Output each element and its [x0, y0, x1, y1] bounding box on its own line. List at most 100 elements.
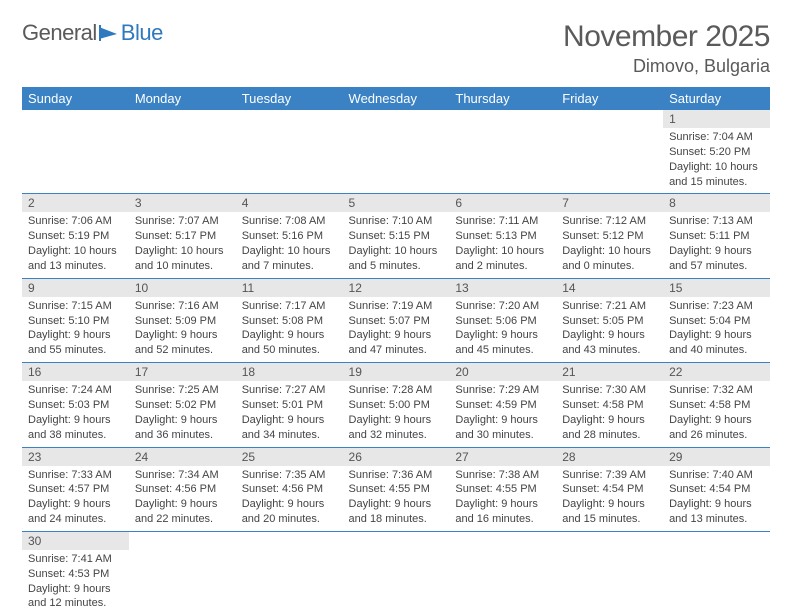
- page-title: November 2025: [563, 20, 770, 54]
- day-info: Sunrise: 7:19 AMSunset: 5:07 PMDaylight:…: [343, 297, 450, 362]
- day-info: Sunrise: 7:06 AMSunset: 5:19 PMDaylight:…: [22, 212, 129, 277]
- info-line: Daylight: 9 hours: [28, 328, 123, 343]
- info-line: Sunset: 5:20 PM: [669, 145, 764, 160]
- calendar-week: 16Sunrise: 7:24 AMSunset: 5:03 PMDayligh…: [22, 363, 770, 447]
- info-line: Daylight: 9 hours: [562, 413, 657, 428]
- day-info: Sunrise: 7:12 AMSunset: 5:12 PMDaylight:…: [556, 212, 663, 277]
- day-number: 21: [556, 363, 663, 381]
- calendar-cell: 16Sunrise: 7:24 AMSunset: 5:03 PMDayligh…: [22, 363, 129, 447]
- calendar-week: 2Sunrise: 7:06 AMSunset: 5:19 PMDaylight…: [22, 194, 770, 278]
- info-line: and 10 minutes.: [135, 259, 230, 274]
- info-line: Sunset: 5:08 PM: [242, 314, 337, 329]
- info-line: and 32 minutes.: [349, 428, 444, 443]
- day-header: Thursday: [449, 87, 556, 110]
- info-line: Daylight: 10 hours: [349, 244, 444, 259]
- info-line: and 24 minutes.: [28, 512, 123, 527]
- info-line: Sunrise: 7:25 AM: [135, 383, 230, 398]
- info-line: Sunrise: 7:10 AM: [349, 214, 444, 229]
- day-number: 11: [236, 279, 343, 297]
- day-number: 25: [236, 448, 343, 466]
- calendar-cell: [129, 110, 236, 194]
- info-line: Sunset: 4:57 PM: [28, 482, 123, 497]
- day-header: Friday: [556, 87, 663, 110]
- day-number: 3: [129, 194, 236, 212]
- info-line: Sunrise: 7:27 AM: [242, 383, 337, 398]
- info-line: Daylight: 10 hours: [28, 244, 123, 259]
- info-line: Sunset: 4:59 PM: [455, 398, 550, 413]
- calendar-week: 1Sunrise: 7:04 AMSunset: 5:20 PMDaylight…: [22, 110, 770, 194]
- day-number: 12: [343, 279, 450, 297]
- calendar-cell: 22Sunrise: 7:32 AMSunset: 4:58 PMDayligh…: [663, 363, 770, 447]
- info-line: Sunset: 5:05 PM: [562, 314, 657, 329]
- day-number: 4: [236, 194, 343, 212]
- calendar-cell: [449, 531, 556, 615]
- day-number: 22: [663, 363, 770, 381]
- calendar-body: 1Sunrise: 7:04 AMSunset: 5:20 PMDaylight…: [22, 110, 770, 615]
- calendar-cell: [343, 531, 450, 615]
- day-info: Sunrise: 7:34 AMSunset: 4:56 PMDaylight:…: [129, 466, 236, 531]
- day-number: 28: [556, 448, 663, 466]
- info-line: Sunrise: 7:41 AM: [28, 552, 123, 567]
- info-line: Daylight: 9 hours: [455, 497, 550, 512]
- info-line: Sunrise: 7:13 AM: [669, 214, 764, 229]
- day-number: 1: [663, 110, 770, 128]
- info-line: Sunrise: 7:28 AM: [349, 383, 444, 398]
- day-number: 24: [129, 448, 236, 466]
- info-line: Sunrise: 7:17 AM: [242, 299, 337, 314]
- day-info: Sunrise: 7:38 AMSunset: 4:55 PMDaylight:…: [449, 466, 556, 531]
- info-line: and 15 minutes.: [562, 512, 657, 527]
- info-line: Sunrise: 7:32 AM: [669, 383, 764, 398]
- calendar-cell: 4Sunrise: 7:08 AMSunset: 5:16 PMDaylight…: [236, 194, 343, 278]
- day-number: 26: [343, 448, 450, 466]
- calendar-cell: 18Sunrise: 7:27 AMSunset: 5:01 PMDayligh…: [236, 363, 343, 447]
- calendar-cell: 24Sunrise: 7:34 AMSunset: 4:56 PMDayligh…: [129, 447, 236, 531]
- info-line: Sunset: 4:56 PM: [135, 482, 230, 497]
- info-line: and 18 minutes.: [349, 512, 444, 527]
- info-line: Sunset: 5:03 PM: [28, 398, 123, 413]
- info-line: Sunset: 5:16 PM: [242, 229, 337, 244]
- calendar-cell: 8Sunrise: 7:13 AMSunset: 5:11 PMDaylight…: [663, 194, 770, 278]
- info-line: Daylight: 10 hours: [242, 244, 337, 259]
- info-line: and 7 minutes.: [242, 259, 337, 274]
- info-line: Sunset: 5:10 PM: [28, 314, 123, 329]
- info-line: Sunset: 4:56 PM: [242, 482, 337, 497]
- day-number: 7: [556, 194, 663, 212]
- info-line: Sunrise: 7:21 AM: [562, 299, 657, 314]
- day-number: 17: [129, 363, 236, 381]
- info-line: Sunrise: 7:06 AM: [28, 214, 123, 229]
- info-line: and 20 minutes.: [242, 512, 337, 527]
- day-number: 20: [449, 363, 556, 381]
- calendar-cell: 9Sunrise: 7:15 AMSunset: 5:10 PMDaylight…: [22, 278, 129, 362]
- info-line: Sunset: 5:01 PM: [242, 398, 337, 413]
- calendar-cell: 15Sunrise: 7:23 AMSunset: 5:04 PMDayligh…: [663, 278, 770, 362]
- logo: General Blue: [22, 20, 163, 46]
- calendar-cell: 28Sunrise: 7:39 AMSunset: 4:54 PMDayligh…: [556, 447, 663, 531]
- calendar-cell: 3Sunrise: 7:07 AMSunset: 5:17 PMDaylight…: [129, 194, 236, 278]
- day-header: Sunday: [22, 87, 129, 110]
- day-info: Sunrise: 7:29 AMSunset: 4:59 PMDaylight:…: [449, 381, 556, 446]
- info-line: Daylight: 9 hours: [455, 413, 550, 428]
- info-line: Sunset: 5:00 PM: [349, 398, 444, 413]
- calendar-cell: 19Sunrise: 7:28 AMSunset: 5:00 PMDayligh…: [343, 363, 450, 447]
- info-line: Sunset: 4:58 PM: [562, 398, 657, 413]
- info-line: Sunrise: 7:34 AM: [135, 468, 230, 483]
- day-info: Sunrise: 7:33 AMSunset: 4:57 PMDaylight:…: [22, 466, 129, 531]
- calendar-cell: 27Sunrise: 7:38 AMSunset: 4:55 PMDayligh…: [449, 447, 556, 531]
- info-line: Daylight: 9 hours: [349, 497, 444, 512]
- info-line: Sunrise: 7:38 AM: [455, 468, 550, 483]
- info-line: Daylight: 9 hours: [242, 497, 337, 512]
- calendar-cell: 20Sunrise: 7:29 AMSunset: 4:59 PMDayligh…: [449, 363, 556, 447]
- info-line: and 57 minutes.: [669, 259, 764, 274]
- info-line: Daylight: 9 hours: [135, 413, 230, 428]
- info-line: and 40 minutes.: [669, 343, 764, 358]
- info-line: Sunset: 5:11 PM: [669, 229, 764, 244]
- info-line: and 55 minutes.: [28, 343, 123, 358]
- info-line: and 13 minutes.: [669, 512, 764, 527]
- info-line: and 45 minutes.: [455, 343, 550, 358]
- info-line: Sunset: 4:55 PM: [455, 482, 550, 497]
- info-line: Daylight: 9 hours: [562, 328, 657, 343]
- info-line: Sunset: 5:06 PM: [455, 314, 550, 329]
- info-line: Sunset: 5:13 PM: [455, 229, 550, 244]
- logo-text-1: General: [22, 20, 97, 46]
- info-line: Sunrise: 7:39 AM: [562, 468, 657, 483]
